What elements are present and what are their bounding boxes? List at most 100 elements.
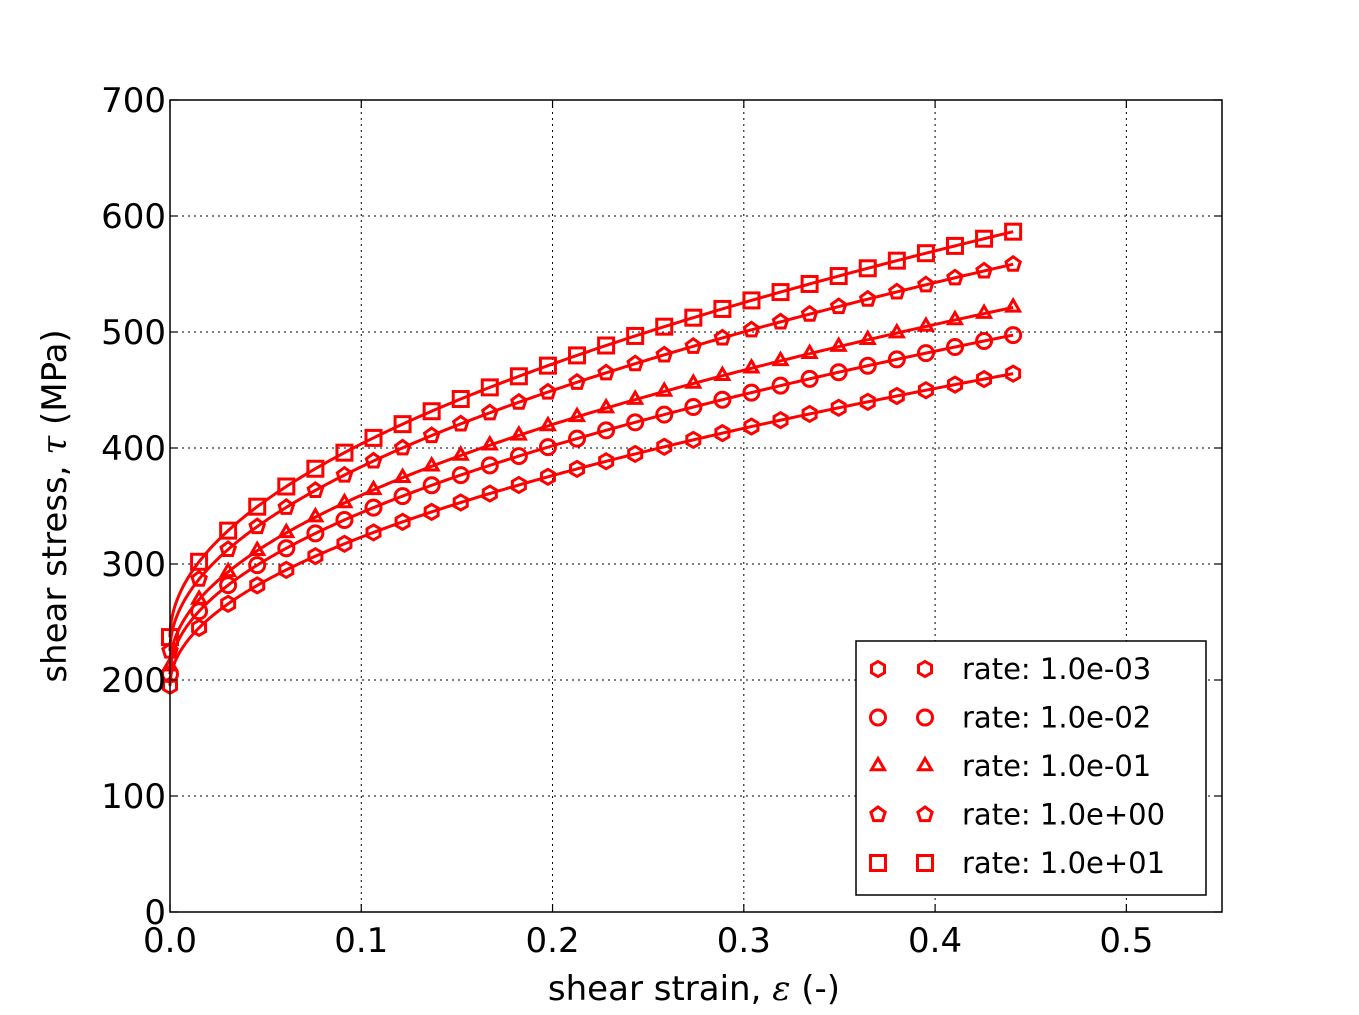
series-1-point xyxy=(307,546,324,566)
x-tick-label: 0.2 xyxy=(526,921,580,961)
series-5-point xyxy=(742,291,761,310)
series-5-point xyxy=(597,336,616,355)
series-2-point xyxy=(829,363,848,382)
series-3-point xyxy=(219,561,238,578)
series-1-point xyxy=(1005,364,1022,383)
series-3-point xyxy=(335,492,354,509)
series-4-point xyxy=(306,481,325,498)
series-2-point xyxy=(509,447,528,466)
series-5-point xyxy=(626,326,645,345)
legend-box xyxy=(855,640,1207,896)
series-5-point xyxy=(975,229,994,248)
series-5-point xyxy=(306,459,325,478)
y-axis-ticks: 0 100 200 300 400 500 600 700 xyxy=(101,81,1222,933)
series-2-point xyxy=(306,524,325,543)
x-axis-label-symbol: ε xyxy=(772,969,790,1009)
x-tick-label: 0.4 xyxy=(908,921,962,961)
series-4-point xyxy=(248,517,267,535)
series-2-point xyxy=(626,413,645,432)
series-3-point xyxy=(916,315,936,332)
series-5-point xyxy=(771,283,790,302)
series-5-point xyxy=(248,497,267,516)
series-3-point xyxy=(364,479,383,496)
x-tick-label: 0.3 xyxy=(717,921,771,961)
series-3-point xyxy=(189,588,209,605)
series-4-point xyxy=(190,569,208,587)
legend-label: rate: 1.0e+01 xyxy=(962,846,1165,880)
y-tick-label: 400 xyxy=(101,429,166,469)
series-4-point xyxy=(480,403,499,421)
legend-marker xyxy=(917,659,933,679)
series-5-point xyxy=(277,477,296,496)
series-3-point xyxy=(393,467,412,483)
series-1-point xyxy=(859,392,876,412)
series-1-point xyxy=(656,437,673,457)
series-4-point xyxy=(858,289,877,307)
series-1-point xyxy=(423,502,440,522)
legend-label: rate: 1.0e+00 xyxy=(962,798,1165,832)
series-4-point xyxy=(975,261,993,279)
series-2-point xyxy=(655,405,674,424)
series-4-point xyxy=(946,268,964,286)
series-5-point xyxy=(451,390,470,409)
series-3-point xyxy=(567,406,587,423)
legend-marker xyxy=(869,708,887,727)
series-5-point xyxy=(393,415,412,434)
series-5-point xyxy=(538,356,557,375)
series-2-point xyxy=(597,421,616,440)
series-3-point xyxy=(974,303,994,319)
series-2-point xyxy=(393,487,412,506)
series-3-point xyxy=(771,350,790,367)
series-2-point xyxy=(248,556,267,575)
series-4-point xyxy=(364,451,383,469)
series-3-point xyxy=(509,424,528,441)
series-4-point xyxy=(626,354,645,372)
series-1-point xyxy=(598,452,615,471)
y-tick-label: 100 xyxy=(101,777,166,817)
series-3-point xyxy=(945,309,965,326)
series-3-point xyxy=(277,522,296,539)
series-1-point xyxy=(685,430,702,450)
series-5-point xyxy=(335,443,354,462)
legend-marker xyxy=(916,805,934,823)
series-4-point xyxy=(771,312,790,330)
legend-label: rate: 1.0e-02 xyxy=(962,701,1151,735)
series-1-point xyxy=(394,512,411,532)
series-2-point xyxy=(568,429,587,448)
series-2-point xyxy=(277,539,296,558)
series-5-point xyxy=(509,367,528,386)
series-3-point xyxy=(655,380,674,397)
series-2-point xyxy=(975,331,994,350)
legend-marker xyxy=(870,659,886,679)
y-tick-label: 700 xyxy=(101,81,166,121)
series-2-point xyxy=(1004,326,1023,345)
series-3-point xyxy=(800,343,819,359)
series-2-point xyxy=(887,350,906,369)
y-tick-label: 600 xyxy=(101,197,166,237)
series-3-point xyxy=(306,506,325,523)
series-3-point xyxy=(480,434,499,451)
series-2-point xyxy=(800,369,819,388)
series-2-point xyxy=(480,456,499,475)
series-5-point xyxy=(422,402,441,421)
x-tick-label: 0.1 xyxy=(334,921,388,961)
x-axis-label-prefix: shear strain, xyxy=(548,969,772,1009)
series-3-point xyxy=(1004,296,1023,313)
series-2-point xyxy=(916,344,935,363)
series-4-point xyxy=(1004,254,1023,272)
series-5-point xyxy=(916,244,935,263)
x-axis-label: shear strain, ε (-) xyxy=(548,969,840,1009)
y-tick-label: 500 xyxy=(101,313,166,353)
series-1-point xyxy=(452,493,469,512)
series-2-point xyxy=(945,338,964,357)
series-2-point xyxy=(335,510,354,529)
plot-frame xyxy=(169,99,1223,913)
series-5-point xyxy=(684,308,703,327)
series-1-point xyxy=(888,386,905,406)
y-axis-label-prefix: shear stress, xyxy=(35,455,75,683)
series-2-point xyxy=(742,383,761,402)
series-1-point xyxy=(278,560,295,580)
series-1-point xyxy=(336,534,353,554)
series-5-point xyxy=(858,259,877,278)
